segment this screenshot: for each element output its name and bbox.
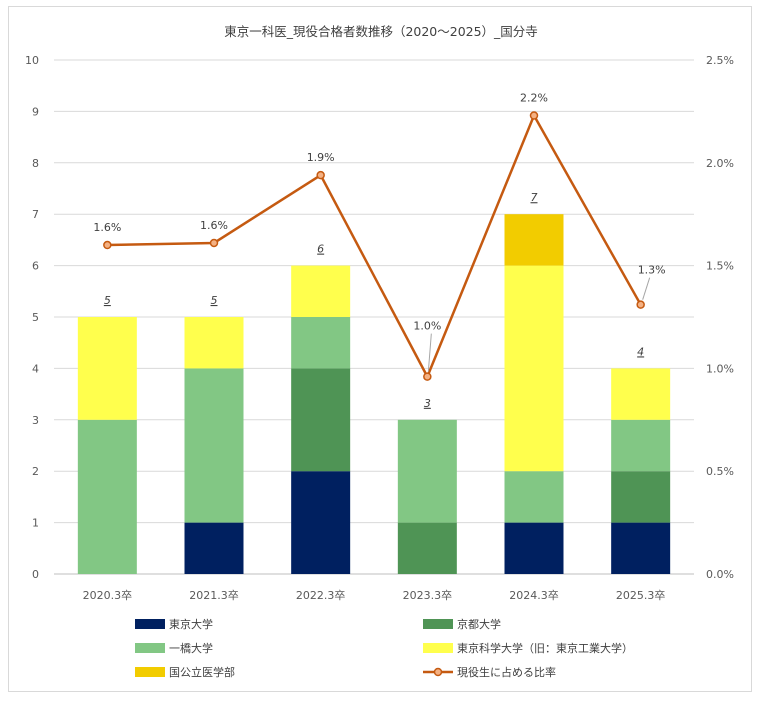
ratio-data-label: 1.9% (307, 151, 335, 164)
bar-segment (611, 368, 671, 420)
y2-tick-label: 1.0% (706, 362, 734, 375)
ratio-data-label: 1.3% (638, 264, 666, 277)
ratio-data-label: 1.6% (200, 219, 228, 232)
bar-segment (184, 522, 244, 574)
y2-tick-label: 1.5% (706, 260, 734, 273)
y-tick-label: 6 (32, 260, 39, 273)
ratio-data-label: 1.0% (413, 320, 441, 333)
bar-segment (291, 317, 351, 369)
ratio-data-label: 1.6% (93, 221, 121, 234)
ratio-line: 1.6% 1.6% 1.9% 1.0% 2.2% 1.3% (93, 92, 666, 381)
bar-segment (291, 265, 351, 317)
ratio-point (423, 372, 432, 381)
y-tick-label: 0 (32, 568, 39, 581)
ratio-point (209, 238, 219, 248)
total-label: 5 (104, 294, 111, 307)
bar-series (77, 214, 671, 574)
total-label: 4 (637, 345, 644, 358)
x-tick-label: 2025.3卒 (616, 588, 666, 602)
legend-swatch (135, 643, 165, 653)
legend-swatch (423, 643, 453, 653)
total-label: 6 (317, 243, 324, 256)
x-tick-label: 2020.3卒 (83, 588, 133, 602)
ratio-point (636, 300, 645, 309)
y-tick-label: 7 (32, 208, 39, 221)
legend-swatch (135, 667, 165, 677)
legend-line-marker (433, 667, 443, 677)
y-tick-label: 5 (32, 311, 39, 324)
bar-segment (397, 522, 457, 574)
legend-label: 東京科学大学（旧：東京工業大学） (457, 641, 633, 655)
legend-label: 京都大学 (457, 617, 501, 631)
chart-title: 東京一科医_現役合格者数推移（2020～2025）_国分寺 (224, 24, 538, 39)
y2-tick-label: 2.0% (706, 157, 734, 170)
leader-line (642, 277, 651, 300)
y2-tick-label: 0.5% (706, 465, 734, 478)
gridlines (54, 59, 694, 575)
bar-segment (611, 522, 671, 574)
chart-svg: 東京一科医_現役合格者数推移（2020～2025）_国分寺 0 1 2 3 4 5 6 7 8 9… (25, 24, 734, 679)
bar-segment (611, 419, 671, 472)
legend-label: 東京大学 (169, 617, 213, 631)
bar-segment (504, 522, 564, 574)
y-axis-ticks: 0 1 2 3 4 5 6 7 8 9 10 (25, 54, 39, 581)
total-labels: 5 5 6 3 7 4 (104, 191, 644, 410)
legend-label: 国公立医学部 (169, 665, 235, 679)
ratio-point (103, 240, 112, 250)
y-tick-label: 3 (32, 414, 39, 427)
y-tick-label: 9 (32, 105, 39, 118)
legend-label: 現役生に占める比率 (457, 665, 556, 679)
leader-line (427, 333, 432, 372)
y-tick-label: 8 (32, 157, 39, 170)
bar-segment (184, 317, 244, 369)
bar-segment (291, 368, 351, 472)
ratio-line-path (107, 112, 642, 380)
y-tick-label: 2 (32, 465, 39, 478)
y2-tick-label: 0.0% (706, 568, 734, 581)
y2-axis-ticks: 0.0% 0.5% 1.0% 1.5% 2.0% 2.5% (706, 54, 734, 581)
x-tick-label: 2023.3卒 (403, 588, 453, 602)
bar-segment (504, 471, 564, 523)
legend-swatch (135, 619, 165, 629)
x-axis-ticks: 2020.3卒 2021.3卒 2022.3卒 2023.3卒 2024.3卒 2025.… (83, 588, 666, 602)
y-tick-label: 10 (25, 54, 39, 67)
y-tick-label: 4 (32, 362, 39, 375)
total-label: 3 (424, 397, 431, 410)
total-label: 5 (211, 294, 218, 307)
ratio-point (316, 170, 325, 180)
legend-label: 一橋大学 (169, 641, 213, 655)
x-tick-label: 2024.3卒 (509, 588, 559, 602)
total-label: 7 (531, 191, 538, 204)
bar-segment (291, 471, 351, 574)
ratio-point (529, 111, 539, 120)
bar-segment (611, 471, 671, 523)
bar-segment (504, 214, 564, 266)
bar-segment (397, 419, 457, 523)
y-tick-label: 1 (32, 517, 39, 530)
chart-frame: 東京一科医_現役合格者数推移（2020～2025）_国分寺 0 1 2 3 4 5 6 7 8 9… (8, 6, 752, 692)
bar-segment (77, 419, 137, 574)
x-tick-label: 2022.3卒 (296, 588, 346, 602)
x-tick-label: 2021.3卒 (189, 588, 239, 602)
bar-segment (504, 265, 564, 472)
y2-tick-label: 2.5% (706, 54, 734, 67)
bar-segment (184, 368, 244, 523)
bar-segment (77, 317, 137, 420)
ratio-data-label: 2.2% (520, 92, 548, 105)
legend-swatch (423, 619, 453, 629)
